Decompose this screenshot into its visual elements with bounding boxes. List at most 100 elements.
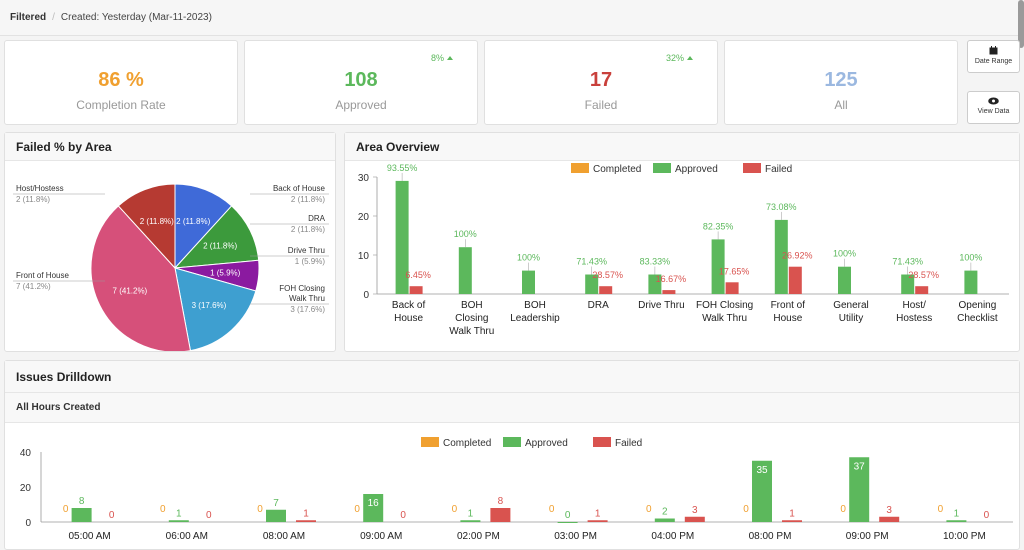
pie-slice <box>174 183 233 270</box>
data-label-failed: 8 <box>498 496 504 507</box>
data-label-approved: 35 <box>756 465 768 476</box>
x-tick-label: Utility <box>839 313 863 324</box>
kpi-label: Completion Rate <box>76 98 166 112</box>
data-label-failed: 28.57% <box>908 270 939 280</box>
eye-icon <box>988 97 999 105</box>
filter-indicator[interactable]: Filtered <box>10 12 47 23</box>
data-label-failed: 1 <box>303 508 309 519</box>
issues-drilldown-panel: Issues Drilldown All Hours Created Compl… <box>4 360 1020 550</box>
x-tick-label: House <box>394 313 423 324</box>
bar-approved <box>752 460 772 522</box>
date-range-label: Date Range <box>974 58 1013 65</box>
data-label-approved: 73.08% <box>766 202 797 212</box>
kpi-value: 86 % <box>98 69 144 91</box>
area-overview-chart: Completed Approved Failed 0 10 20 30 93.55% 6.45… <box>358 163 1009 337</box>
bar-failed <box>879 516 900 522</box>
breadcrumb: Filtered / Created: Yesterday (Mar-11-20… <box>0 0 1018 36</box>
x-tick-label: Hostess <box>896 313 932 324</box>
pie-slice-label: 1 (5.9%) <box>210 269 241 278</box>
kpi-value: 125 <box>824 69 858 91</box>
data-label-approved: 2 <box>662 507 668 518</box>
kpi-label: Failed <box>584 98 618 112</box>
bar-approved <box>168 520 189 522</box>
legend-swatch-completed <box>421 437 439 447</box>
pie-outer-label: Drive Thru <box>288 246 325 255</box>
pie-outer-label: Front of House <box>16 271 69 280</box>
kpi-failed[interactable]: 32% 17 Failed <box>484 40 718 125</box>
pie-slice <box>117 183 176 270</box>
pie-chart: 2 (11.8%)2 (11.8%)1 (5.9%)3 (17.6%)7 (41… <box>13 183 329 351</box>
kpi-delta: 32% <box>666 53 693 63</box>
pie-outer-label: Walk Thru <box>289 294 325 303</box>
data-label-approved: 1 <box>468 508 474 519</box>
kpi-all[interactable]: 125 All <box>724 40 958 125</box>
data-label-failed: 0 <box>206 510 212 521</box>
pie-outer-sub: 2 (11.8%) <box>291 225 325 234</box>
kpi-approved[interactable]: 8% 108 Approved <box>244 40 478 125</box>
x-tick-label: Closing <box>455 313 488 324</box>
data-label-failed: 1 <box>789 508 795 519</box>
kpi-label: Approved <box>335 98 387 112</box>
legend-swatch-failed <box>593 437 611 447</box>
bar-failed <box>782 520 802 522</box>
pie-outer-label: Back of House <box>273 184 326 193</box>
legend-label-failed: Failed <box>615 438 642 449</box>
x-tick-label: 03:00 PM <box>554 531 597 542</box>
x-tick-label: FOH Closing <box>696 300 753 311</box>
bar-approved <box>458 247 472 294</box>
legend-label-approved: Approved <box>675 164 718 175</box>
data-label-approved: 8 <box>79 496 85 507</box>
bar-approved <box>774 219 788 294</box>
area-overview-panel: Area Overview Completed Approved Failed 0 10… <box>344 132 1020 352</box>
kpi-delta-value: 32% <box>665 53 684 63</box>
bar-failed <box>296 520 316 522</box>
bar-failed <box>788 266 802 294</box>
data-label-completed: 0 <box>938 504 944 515</box>
up-arrow-icon <box>687 56 693 60</box>
data-label-approved: 100% <box>833 249 856 259</box>
bar-failed <box>684 516 705 522</box>
data-label-approved: 71.43% <box>892 257 923 267</box>
x-tick-label: 10:00 PM <box>943 531 986 542</box>
legend-swatch-approved <box>503 437 521 447</box>
x-tick-label: 06:00 AM <box>166 531 208 542</box>
data-label-approved: 71.43% <box>576 257 607 267</box>
x-tick-label: 08:00 AM <box>263 531 305 542</box>
x-tick-label: BOH <box>461 300 483 311</box>
bar-approved <box>395 180 409 294</box>
legend-label-failed: Failed <box>765 164 792 175</box>
y-tick-label: 0 <box>363 290 369 301</box>
legend-swatch-failed <box>743 163 761 173</box>
bar-approved <box>946 520 967 522</box>
data-label-approved: 37 <box>854 461 866 472</box>
up-arrow-icon <box>447 56 453 60</box>
pie-outer-label: DRA <box>308 214 326 223</box>
view-data-button[interactable]: View Data <box>967 91 1020 124</box>
pie-outer-sub: 2 (11.8%) <box>16 195 50 204</box>
pie-outer-sub: 2 (11.8%) <box>291 195 325 204</box>
bar-failed <box>662 290 676 294</box>
x-tick-label: Host/ <box>903 300 927 311</box>
kpi-value: 108 <box>344 69 378 91</box>
bar-failed <box>725 282 739 294</box>
pie-outer-label: Host/Hostess <box>16 184 64 193</box>
x-tick-label: BOH <box>524 300 546 311</box>
x-tick-label: Front of <box>771 300 806 311</box>
bar-approved <box>964 270 978 294</box>
pie-slice-label: 2 (11.8%) <box>140 217 174 226</box>
kpi-value: 17 <box>589 69 613 91</box>
x-tick-label: 09:00 PM <box>846 531 889 542</box>
data-label-approved: 16 <box>368 498 380 509</box>
x-tick-label: 02:00 PM <box>457 531 500 542</box>
pie-slice-label: 2 (11.8%) <box>203 242 237 251</box>
panel-title: Area Overview <box>345 133 1019 161</box>
x-tick-label: 09:00 AM <box>360 531 402 542</box>
date-range-button[interactable]: Date Range <box>967 40 1020 73</box>
data-label-approved: 100% <box>959 253 982 263</box>
panel-title: Failed % by Area <box>5 133 335 161</box>
y-tick-label: 20 <box>20 483 32 494</box>
data-label-approved: 100% <box>454 229 477 239</box>
page-scrollbar[interactable] <box>1018 0 1024 48</box>
x-tick-label: Drive Thru <box>638 300 685 311</box>
data-label-approved: 93.55% <box>387 163 418 173</box>
